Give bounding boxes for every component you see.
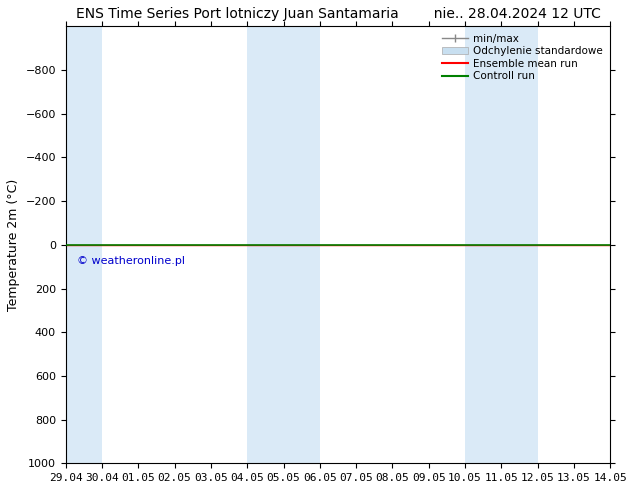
- Bar: [501, 26, 538, 464]
- Bar: [66, 26, 102, 464]
- Legend: min/max, Odchylenie standardowe, Ensemble mean run, Controll run: min/max, Odchylenie standardowe, Ensembl…: [437, 29, 607, 86]
- Bar: [283, 26, 320, 464]
- Bar: [465, 26, 501, 464]
- Title: ENS Time Series Port lotniczy Juan Santamaria        nie.. 28.04.2024 12 UTC: ENS Time Series Port lotniczy Juan Santa…: [75, 7, 600, 21]
- Text: © weatheronline.pl: © weatheronline.pl: [77, 256, 184, 266]
- Y-axis label: Temperature 2m (°C): Temperature 2m (°C): [7, 179, 20, 311]
- Bar: [247, 26, 283, 464]
